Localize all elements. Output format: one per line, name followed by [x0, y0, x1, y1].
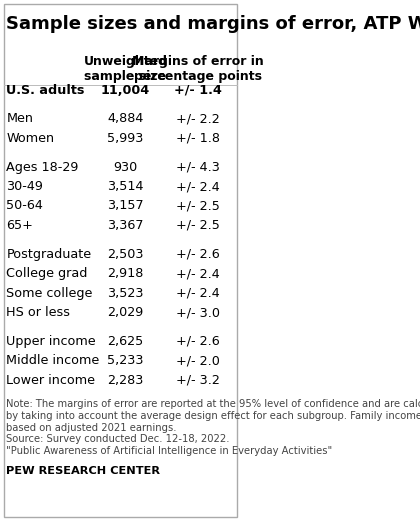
Text: Upper income: Upper income: [6, 335, 96, 348]
Text: 30-49: 30-49: [6, 180, 43, 193]
Text: 930: 930: [113, 160, 137, 173]
Text: 5,233: 5,233: [107, 354, 144, 367]
Text: 4,884: 4,884: [107, 113, 144, 126]
Text: Some college: Some college: [6, 287, 93, 300]
Text: Men: Men: [6, 113, 34, 126]
Text: +/- 3.0: +/- 3.0: [176, 306, 220, 319]
Text: +/- 2.6: +/- 2.6: [176, 335, 220, 348]
Text: 2,503: 2,503: [107, 247, 144, 260]
Text: +/- 2.6: +/- 2.6: [176, 247, 220, 260]
Text: +/- 1.8: +/- 1.8: [176, 132, 220, 145]
Text: 2,283: 2,283: [107, 374, 144, 387]
Text: +/- 2.2: +/- 2.2: [176, 113, 220, 126]
Text: 2,029: 2,029: [107, 306, 144, 319]
Text: U.S. adults: U.S. adults: [6, 84, 85, 96]
Text: +/- 3.2: +/- 3.2: [176, 374, 220, 387]
Text: 3,514: 3,514: [107, 180, 144, 193]
Text: Unweighted
sample size: Unweighted sample size: [84, 55, 168, 83]
Text: Margins of error in
percentage points: Margins of error in percentage points: [132, 55, 264, 83]
Text: Sample sizes and margins of error, ATP Wave 119: Sample sizes and margins of error, ATP W…: [6, 16, 420, 33]
Text: Middle income: Middle income: [6, 354, 100, 367]
Text: 2,625: 2,625: [107, 335, 144, 348]
Text: 3,157: 3,157: [107, 200, 144, 213]
Text: Ages 18-29: Ages 18-29: [6, 160, 79, 173]
Text: +/- 2.4: +/- 2.4: [176, 267, 220, 280]
Text: 2,918: 2,918: [107, 267, 144, 280]
Text: +/- 2.0: +/- 2.0: [176, 354, 220, 367]
Text: 65+: 65+: [6, 219, 33, 232]
Text: +/- 2.4: +/- 2.4: [176, 287, 220, 300]
Text: Lower income: Lower income: [6, 374, 95, 387]
Text: 50-64: 50-64: [6, 200, 43, 213]
Text: +/- 2.5: +/- 2.5: [176, 200, 220, 213]
Text: 5,993: 5,993: [107, 132, 144, 145]
Text: PEW RESEARCH CENTER: PEW RESEARCH CENTER: [6, 466, 160, 476]
Text: HS or less: HS or less: [6, 306, 71, 319]
Text: +/- 2.5: +/- 2.5: [176, 219, 220, 232]
Text: 11,004: 11,004: [101, 84, 150, 96]
Text: 3,367: 3,367: [107, 219, 144, 232]
Text: +/- 4.3: +/- 4.3: [176, 160, 220, 173]
Text: +/- 2.4: +/- 2.4: [176, 180, 220, 193]
Text: Women: Women: [6, 132, 55, 145]
Text: Note: The margins of error are reported at the 95% level of confidence and are c: Note: The margins of error are reported …: [6, 400, 420, 456]
Text: 3,523: 3,523: [107, 287, 144, 300]
Text: Postgraduate: Postgraduate: [6, 247, 92, 260]
Text: College grad: College grad: [6, 267, 88, 280]
Text: +/- 1.4: +/- 1.4: [174, 84, 222, 96]
